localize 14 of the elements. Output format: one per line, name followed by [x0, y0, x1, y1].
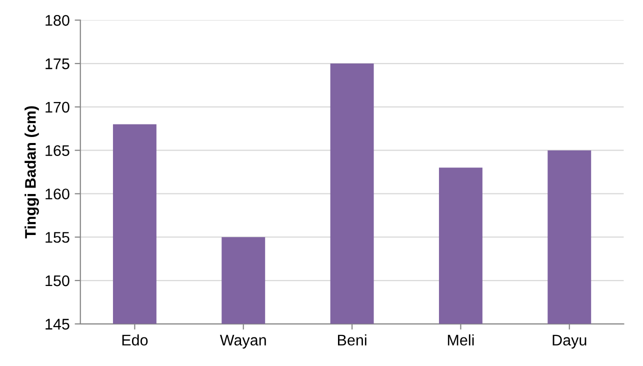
y-tick-label: 155	[46, 232, 70, 243]
y-tick-label: 165	[46, 145, 70, 156]
y-tick-label: 145	[46, 318, 70, 330]
x-tick-label: Meli	[448, 334, 474, 346]
x-tick-label: Wayan	[220, 334, 266, 349]
x-tick-label: Beni	[338, 334, 366, 346]
x-tick-label: Dayu	[552, 334, 586, 349]
y-tick-label: 180	[46, 15, 70, 26]
y-axis-title: Tinggi Badan (cm)	[24, 106, 39, 238]
y-tick-label: 150	[46, 275, 70, 286]
y-tick-label: 175	[46, 58, 70, 70]
y-tick-label: 170	[46, 102, 70, 113]
y-tick-label: 160	[46, 188, 70, 200]
x-tick-label: Edo	[122, 334, 148, 346]
